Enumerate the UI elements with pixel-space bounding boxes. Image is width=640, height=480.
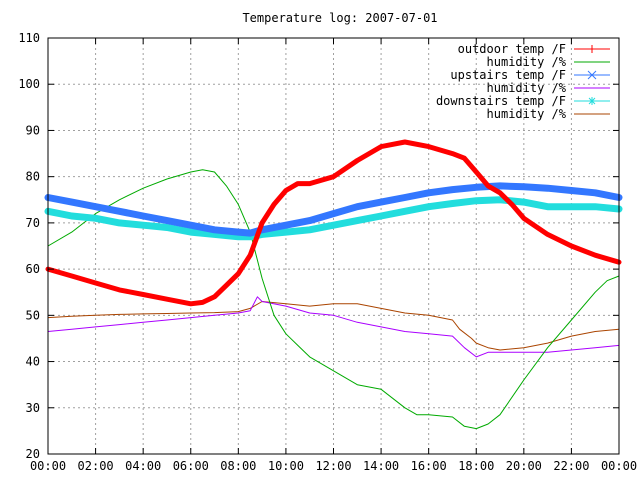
x-tick-label: 16:00 bbox=[411, 459, 447, 473]
y-tick-label: 60 bbox=[26, 262, 40, 276]
x-tick-label: 14:00 bbox=[363, 459, 399, 473]
chart-title: Temperature log: 2007-07-01 bbox=[242, 11, 437, 25]
x-tick-label: 20:00 bbox=[506, 459, 542, 473]
y-tick-label: 70 bbox=[26, 216, 40, 230]
x-tick-label: 04:00 bbox=[125, 459, 161, 473]
series-line-1 bbox=[47, 169, 620, 430]
y-tick-label: 80 bbox=[26, 170, 40, 184]
x-tick-label: 12:00 bbox=[315, 459, 351, 473]
y-tick-label: 30 bbox=[26, 401, 40, 415]
x-tick-label: 06:00 bbox=[173, 459, 209, 473]
series-layer bbox=[44, 139, 623, 430]
legend-entry: upstairs temp /F bbox=[450, 68, 610, 82]
series-line-2 bbox=[44, 182, 623, 237]
y-tick-label: 100 bbox=[18, 77, 40, 91]
legend-label: humidity /% bbox=[487, 55, 567, 69]
x-tick-label: 08:00 bbox=[220, 459, 256, 473]
legend-marker-icon bbox=[587, 70, 597, 80]
y-tick-label: 90 bbox=[26, 123, 40, 137]
x-tick-label: 18:00 bbox=[458, 459, 494, 473]
legend-label: humidity /% bbox=[487, 81, 567, 95]
x-tick-label: 10:00 bbox=[268, 459, 304, 473]
legend-label: outdoor temp /F bbox=[458, 42, 566, 56]
y-tick-label: 50 bbox=[26, 308, 40, 322]
legend-marker-icon bbox=[588, 45, 596, 53]
series-line-4 bbox=[44, 196, 623, 241]
axes: 20 30 40 50 60 70 80 90 100 110 00:00 02:00 04:00 06:… bbox=[18, 31, 637, 473]
y-tick-label: 110 bbox=[18, 31, 40, 45]
legend-label: humidity /% bbox=[487, 107, 567, 121]
legend-entry: downstairs temp /F bbox=[436, 94, 610, 108]
y-tick-label: 20 bbox=[26, 447, 40, 461]
legend-entry: outdoor temp /F bbox=[458, 42, 610, 56]
x-tick-label: 02:00 bbox=[78, 459, 114, 473]
legend-label: downstairs temp /F bbox=[436, 94, 566, 108]
x-tick-label: 00:00 bbox=[601, 459, 637, 473]
y-tick-label: 40 bbox=[26, 355, 40, 369]
legend-entry: humidity /% bbox=[487, 107, 610, 121]
legend-entry: humidity /% bbox=[487, 81, 610, 95]
x-tick-label: 22:00 bbox=[553, 459, 589, 473]
series-line-0 bbox=[45, 139, 622, 307]
legend-label: upstairs temp /F bbox=[450, 68, 566, 82]
legend-entry: humidity /% bbox=[487, 55, 610, 69]
legend-marker-icon bbox=[588, 97, 596, 105]
series-line-5 bbox=[47, 301, 620, 351]
x-tick-label: 00:00 bbox=[30, 459, 66, 473]
series-line-3 bbox=[47, 296, 620, 358]
